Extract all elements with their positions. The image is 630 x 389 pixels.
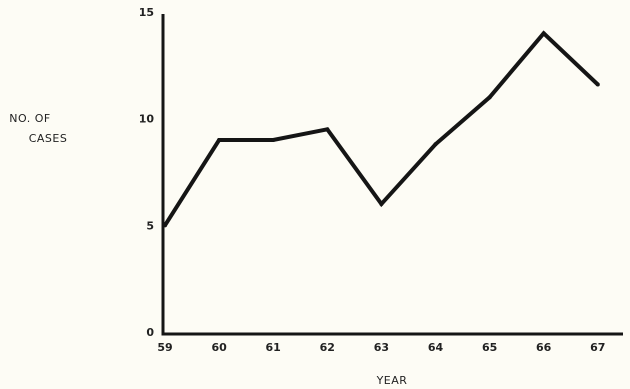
x-tick-label: 59 — [157, 341, 172, 354]
y-tick-label: 15 — [139, 6, 154, 19]
data-point — [325, 127, 330, 132]
y-tick-labels: 0 5 10 15 — [139, 6, 155, 339]
y-axis-title-line-1: NO. OF — [9, 112, 50, 125]
x-tick-label: 61 — [266, 341, 281, 354]
x-tick-label: 66 — [536, 341, 552, 354]
data-point — [163, 223, 167, 228]
series-layer — [163, 30, 600, 228]
data-point — [487, 95, 492, 100]
x-tick-label: 62 — [320, 341, 335, 354]
y-axis-title: NO. OF CASES — [9, 112, 67, 145]
data-point — [433, 142, 438, 147]
data-point — [271, 138, 276, 142]
data-point — [379, 202, 384, 206]
x-axis-title: YEAR — [376, 374, 408, 387]
x-tick-label: 65 — [482, 341, 497, 354]
x-tick-label: 60 — [211, 341, 227, 354]
y-tick-label: 10 — [139, 113, 155, 126]
y-tick-label: 5 — [146, 219, 154, 232]
data-point — [217, 138, 222, 142]
x-tick-label: 67 — [590, 341, 605, 354]
x-tick-label: 63 — [374, 341, 389, 354]
data-point — [541, 31, 546, 36]
x-tick-labels: 59 60 61 62 63 64 65 66 67 — [157, 341, 605, 354]
x-tick-label: 64 — [428, 341, 444, 354]
y-tick-label: 0 — [146, 326, 154, 339]
data-point — [595, 82, 600, 87]
y-axis-title-line-2: CASES — [29, 132, 68, 145]
